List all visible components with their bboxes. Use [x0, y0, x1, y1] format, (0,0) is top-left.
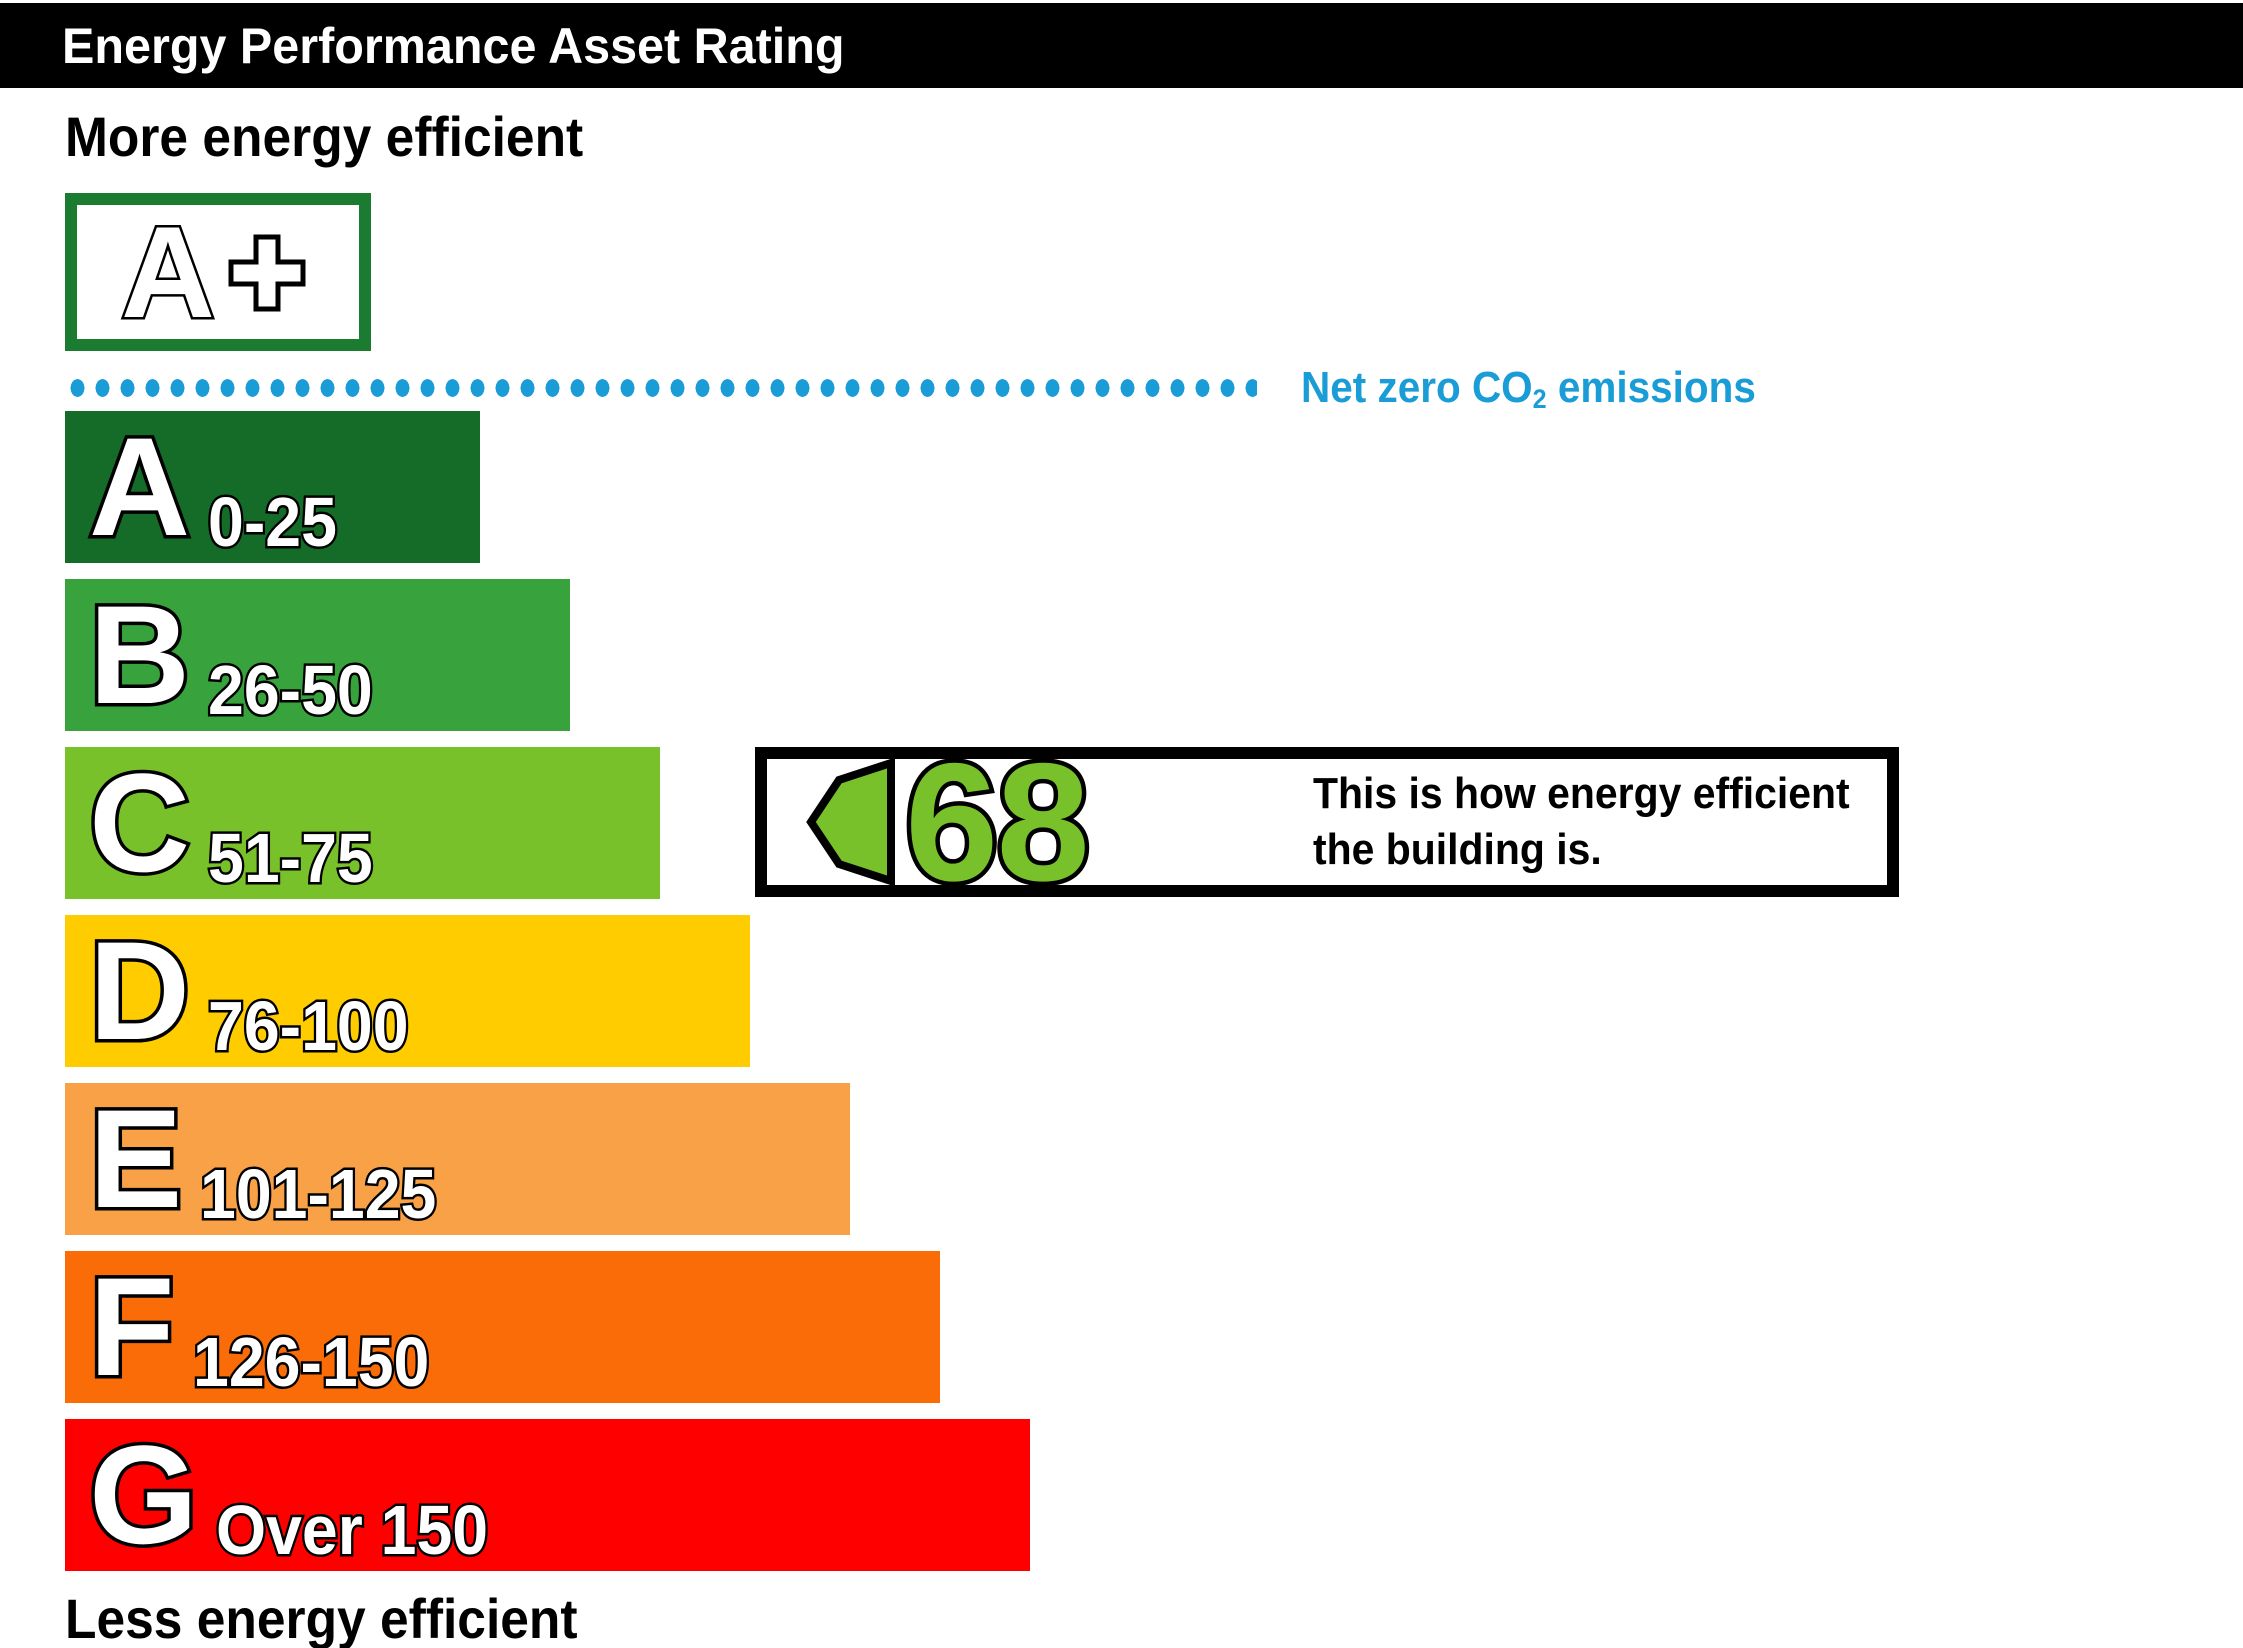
band-g: G Over 150	[65, 1419, 1030, 1571]
band-g-letter: G	[86, 1416, 202, 1573]
net-zero-subscript: 2	[1532, 383, 1547, 414]
band-c-range: 51-75	[206, 819, 375, 897]
page-title: Energy Performance Asset Rating	[62, 17, 845, 74]
band-g-range: Over 150	[214, 1491, 491, 1569]
band-a: A 0-25	[65, 411, 480, 563]
net-zero-text-after: emissions	[1546, 363, 1756, 412]
less-efficient-label: Less energy efficient	[65, 1586, 622, 1648]
rating-value: 68	[901, 728, 1095, 916]
band-a-plus: A	[65, 193, 371, 351]
band-a-plus-letter: A	[119, 199, 218, 345]
plus-icon	[228, 234, 306, 312]
arrow-left-icon	[806, 758, 895, 886]
band-b-range: 26-50	[206, 651, 375, 729]
net-zero-label: Net zero CO2 emissions	[1301, 363, 1756, 414]
more-efficient-text: More energy efficient	[65, 105, 584, 168]
band-f: F 126-150	[65, 1251, 940, 1403]
rating-description-line2: the building is.	[1312, 825, 1602, 874]
band-d-range: 76-100	[206, 987, 411, 1065]
band-d-letter: D	[85, 912, 193, 1069]
band-f-letter: F	[86, 1248, 178, 1405]
band-e-range: 101-125	[198, 1155, 439, 1233]
band-e-letter: E	[85, 1080, 185, 1237]
rating-indicator: 68 This is how energy efficient the buil…	[755, 734, 1899, 911]
band-b: B 26-50	[65, 579, 570, 731]
net-zero-text: Net zero CO	[1301, 363, 1533, 412]
net-zero-row: Net zero CO2 emissions	[65, 363, 1795, 414]
net-zero-dotted-line	[65, 379, 1257, 397]
band-d: D 76-100	[65, 915, 750, 1067]
band-e: E 101-125	[65, 1083, 850, 1235]
band-c: C 51-75	[65, 747, 660, 899]
band-f-range: 126-150	[190, 1323, 431, 1401]
more-efficient-label: More energy efficient	[65, 104, 628, 169]
rating-bands: A 0-25 B 26-50 C 51-75 D 76-100 E 101-12…	[65, 411, 1030, 1587]
band-a-letter: A	[85, 408, 193, 565]
rating-description-line1: This is how energy efficient	[1312, 769, 1850, 819]
rating-description: This is how energy efficient the buildin…	[1313, 766, 1850, 878]
band-b-letter: B	[85, 576, 193, 733]
band-a-range: 0-25	[206, 483, 340, 561]
header-bar: Energy Performance Asset Rating	[0, 3, 2243, 88]
less-efficient-text: Less energy efficient	[65, 1587, 578, 1648]
band-c-letter: C	[85, 744, 193, 901]
